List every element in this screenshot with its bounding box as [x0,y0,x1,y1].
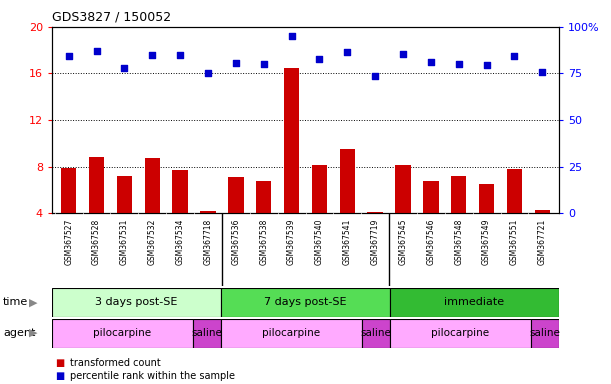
Text: time: time [3,297,28,308]
Point [370,73,380,79]
Bar [531,319,559,348]
Bar [228,177,244,213]
Text: saline: saline [530,328,560,338]
Bar [390,319,531,348]
Text: pilocarpine: pilocarpine [431,328,489,338]
Text: ▶: ▶ [29,328,38,338]
Point [538,69,547,75]
Text: GSM367527: GSM367527 [64,219,73,265]
Text: ■: ■ [55,371,64,381]
Bar [535,210,550,213]
Text: GSM367536: GSM367536 [232,219,240,265]
Bar [423,180,439,213]
Bar [451,176,466,213]
Bar [221,319,362,348]
Bar [362,319,390,348]
Text: GSM367551: GSM367551 [510,219,519,265]
Text: GSM367546: GSM367546 [426,219,436,265]
Bar [89,157,104,213]
Bar [52,319,193,348]
Text: pilocarpine: pilocarpine [262,328,321,338]
Point [454,61,464,67]
Text: GSM367718: GSM367718 [203,219,213,265]
Bar [284,68,299,213]
Text: GSM367539: GSM367539 [287,219,296,265]
Text: GSM367541: GSM367541 [343,219,352,265]
Text: GSM367548: GSM367548 [454,219,463,265]
Text: transformed count: transformed count [70,358,161,368]
Text: 3 days post-SE: 3 days post-SE [95,297,178,308]
Point [481,62,491,68]
Point [231,60,241,66]
Text: agent: agent [3,328,35,338]
Point [175,52,185,58]
Text: saline: saline [191,328,222,338]
Bar [221,288,390,317]
Point [315,56,324,63]
Point [64,53,73,59]
Text: GSM367549: GSM367549 [482,219,491,265]
Bar [117,176,132,213]
Bar [340,149,355,213]
Text: GSM367528: GSM367528 [92,219,101,265]
Point [510,53,519,59]
Text: pilocarpine: pilocarpine [93,328,152,338]
Text: GDS3827 / 150052: GDS3827 / 150052 [52,10,171,23]
Bar [172,170,188,213]
Text: GSM367532: GSM367532 [148,219,157,265]
Text: GSM367540: GSM367540 [315,219,324,265]
Bar [390,288,559,317]
Point [287,33,296,39]
Bar [479,184,494,213]
Bar [61,168,76,213]
Text: GSM367719: GSM367719 [371,219,379,265]
Text: percentile rank within the sample: percentile rank within the sample [70,371,235,381]
Bar [395,166,411,213]
Bar [193,319,221,348]
Point [342,50,352,56]
Bar [145,159,160,213]
Text: immediate: immediate [444,297,505,308]
Bar [256,180,271,213]
Text: ▶: ▶ [29,297,38,308]
Text: GSM367545: GSM367545 [398,219,408,265]
Text: GSM367534: GSM367534 [175,219,185,265]
Point [147,52,157,58]
Text: GSM367538: GSM367538 [259,219,268,265]
Text: GSM367531: GSM367531 [120,219,129,265]
Bar [200,211,216,213]
Point [203,70,213,76]
Bar [507,169,522,213]
Point [426,59,436,65]
Bar [367,212,383,213]
Text: 7 days post-SE: 7 days post-SE [264,297,347,308]
Point [92,48,101,55]
Bar [312,166,327,213]
Text: GSM367721: GSM367721 [538,219,547,265]
Point [120,65,130,71]
Point [398,51,408,57]
Point [259,61,269,67]
Text: saline: saline [360,328,392,338]
Bar [52,288,221,317]
Text: ■: ■ [55,358,64,368]
